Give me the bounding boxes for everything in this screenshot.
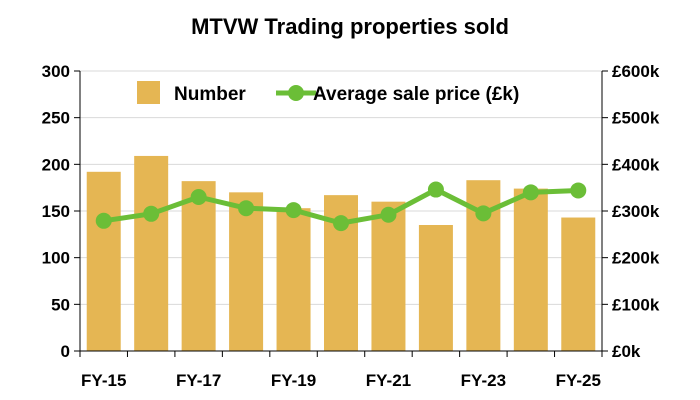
y-right-tick-label: £400k xyxy=(612,155,660,174)
chart-title: MTVW Trading properties sold xyxy=(191,14,509,39)
y-left-tick-label: 250 xyxy=(42,109,70,128)
line-point xyxy=(475,205,492,222)
y-right-tick-label: £500k xyxy=(612,109,660,128)
x-tick-label: FY-25 xyxy=(556,371,601,390)
bar xyxy=(181,181,216,351)
bar xyxy=(561,217,596,351)
line-point xyxy=(95,212,112,229)
line-point xyxy=(285,202,302,219)
y-right-tick-label: £300k xyxy=(612,202,660,221)
bar xyxy=(86,171,121,351)
legend-swatch-number xyxy=(137,81,160,104)
bar xyxy=(418,225,453,351)
x-tick-label: FY-21 xyxy=(366,371,411,390)
legend-marker-average-sale-price xyxy=(288,85,304,101)
line-point xyxy=(333,215,349,232)
line-series-average-sale-price xyxy=(95,181,587,232)
x-tick-label: FY-23 xyxy=(461,371,506,390)
line-point xyxy=(143,205,160,222)
bar xyxy=(276,208,311,351)
y-left-tick-label: 100 xyxy=(42,249,70,268)
line-point xyxy=(522,184,539,201)
bar xyxy=(134,155,169,351)
y-left-tick-label: 50 xyxy=(51,295,70,314)
y-left-tick-label: 0 xyxy=(61,342,70,361)
legend: Number Average sale price (£k) xyxy=(137,81,519,105)
y-right-tick-label: £600k xyxy=(612,62,660,81)
y-right-tick-label: £100k xyxy=(612,295,660,314)
axes: 0 50 100 150 200 250 300 £0k £100k £200k £300k £400… xyxy=(42,62,660,390)
y-right-tick-label: £200k xyxy=(612,249,660,268)
x-tick-label: FY-15 xyxy=(81,371,126,390)
line-point xyxy=(427,181,444,198)
line-point xyxy=(570,182,587,199)
bar xyxy=(371,201,406,351)
line-point xyxy=(380,206,397,223)
y-right-tick-label: £0k xyxy=(612,342,641,361)
bar xyxy=(229,192,264,351)
bar-series-number xyxy=(86,155,596,351)
y-left-tick-label: 150 xyxy=(42,202,70,221)
line-point xyxy=(190,189,207,205)
legend-label-number: Number xyxy=(174,84,246,105)
y-left-tick-label: 300 xyxy=(42,62,70,81)
x-tick-label: FY-17 xyxy=(176,371,221,390)
line-point xyxy=(238,200,255,217)
x-tick-label: FY-19 xyxy=(271,371,316,390)
y-left-tick-label: 200 xyxy=(42,155,70,174)
bar xyxy=(513,188,548,351)
legend-label-average-sale-price: Average sale price (£k) xyxy=(313,84,519,105)
